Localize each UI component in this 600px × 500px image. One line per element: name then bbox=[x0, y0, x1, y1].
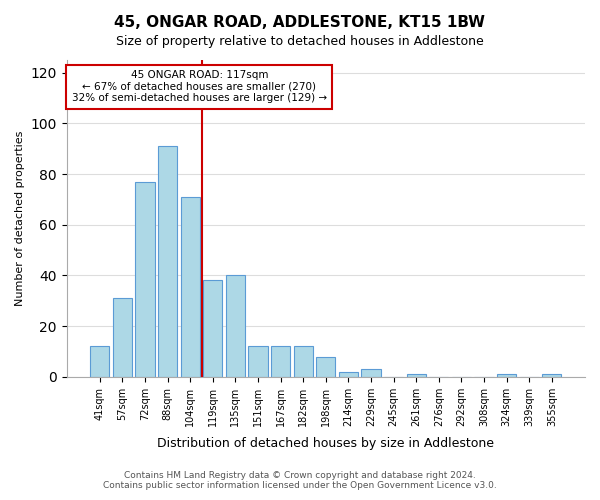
Bar bbox=[203, 280, 223, 377]
Bar bbox=[293, 346, 313, 377]
Text: 45, ONGAR ROAD, ADDLESTONE, KT15 1BW: 45, ONGAR ROAD, ADDLESTONE, KT15 1BW bbox=[115, 15, 485, 30]
Text: Contains HM Land Registry data © Crown copyright and database right 2024.
Contai: Contains HM Land Registry data © Crown c… bbox=[103, 470, 497, 490]
Bar bbox=[90, 346, 109, 377]
X-axis label: Distribution of detached houses by size in Addlestone: Distribution of detached houses by size … bbox=[157, 437, 494, 450]
Bar bbox=[248, 346, 268, 377]
Bar bbox=[542, 374, 562, 377]
Bar bbox=[271, 346, 290, 377]
Bar bbox=[113, 298, 132, 377]
Bar bbox=[361, 369, 380, 377]
Bar bbox=[158, 146, 177, 377]
Y-axis label: Number of detached properties: Number of detached properties bbox=[15, 130, 25, 306]
Bar bbox=[181, 197, 200, 377]
Text: Size of property relative to detached houses in Addlestone: Size of property relative to detached ho… bbox=[116, 35, 484, 48]
Bar bbox=[226, 276, 245, 377]
Bar bbox=[316, 356, 335, 377]
Bar bbox=[136, 182, 155, 377]
Bar bbox=[339, 372, 358, 377]
Text: 45 ONGAR ROAD: 117sqm
← 67% of detached houses are smaller (270)
32% of semi-det: 45 ONGAR ROAD: 117sqm ← 67% of detached … bbox=[71, 70, 327, 103]
Bar bbox=[497, 374, 516, 377]
Bar bbox=[407, 374, 426, 377]
